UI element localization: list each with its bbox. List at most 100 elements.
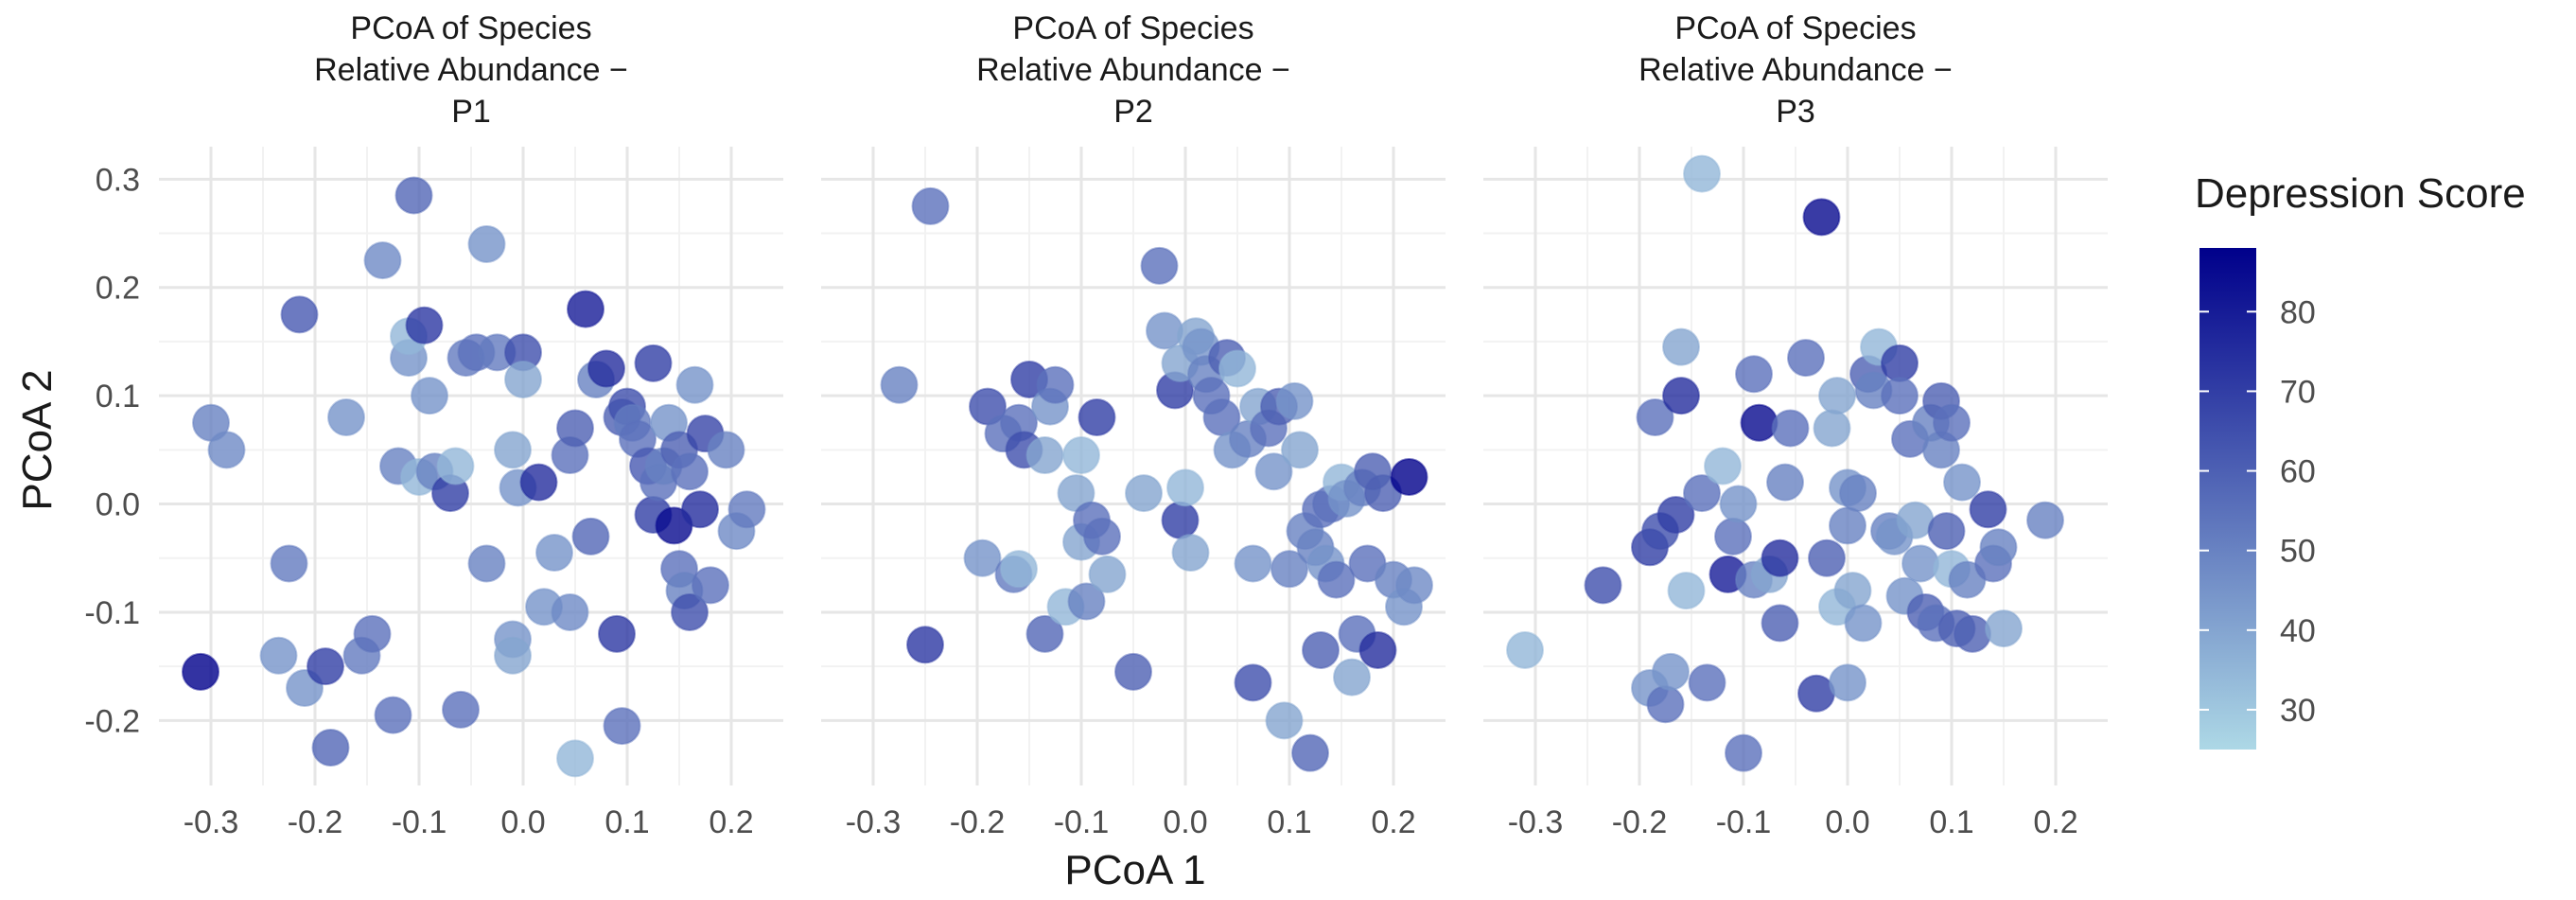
scatter-point <box>906 626 944 664</box>
scatter-point <box>1114 652 1152 691</box>
x-tick-label: 0.0 <box>1825 804 1869 840</box>
x-tick-label: 0.2 <box>709 804 753 840</box>
scatter-point <box>911 186 950 225</box>
scatter-point <box>1234 663 1272 702</box>
scatter-point <box>467 224 506 263</box>
points <box>880 186 1433 772</box>
panel-p2: -0.3 -0.2 -0.1 0.0 0.1 0.2 <box>821 147 1446 840</box>
panel-title-line: Relative Abundance − <box>976 52 1290 88</box>
panels-group: -0.3 -0.2 -0.1 0.0 0.1 0.20.30.20.10.0-0.1-0.… <box>84 147 2108 840</box>
scatter-point <box>634 344 673 382</box>
legend-tick-label: 60 <box>2280 454 2316 490</box>
scatter-point <box>1652 652 1690 691</box>
panel-p3: -0.3 -0.2 -0.1 0.0 0.1 0.2 <box>1483 147 2108 840</box>
scatter-point <box>1171 534 1210 573</box>
scatter-point <box>1636 398 1674 437</box>
grid <box>1483 147 2108 785</box>
scatter-point <box>1302 630 1340 669</box>
panel-title-line: P3 <box>1776 94 1815 130</box>
x-tick-label: 0.2 <box>1371 804 1415 840</box>
scatter-point <box>1506 630 1544 669</box>
scatter-point <box>394 176 433 215</box>
scatter-point <box>436 447 475 485</box>
scatter-point <box>1667 572 1706 610</box>
scatter-point <box>519 463 558 502</box>
scatter-point <box>1839 474 1877 513</box>
scatter-point <box>567 290 605 328</box>
scatter-point <box>442 690 480 729</box>
y-tick-label: 0.2 <box>96 271 140 307</box>
scatter-point <box>1927 512 1966 551</box>
scatter-point <box>1062 436 1100 475</box>
x-tick-label: 0.0 <box>500 804 545 840</box>
scatter-point <box>411 377 448 415</box>
scatter-point <box>692 566 729 605</box>
scatter-point <box>1265 701 1304 740</box>
scatter-point <box>681 490 719 529</box>
panel-title-line: P2 <box>1113 94 1153 130</box>
scatter-point <box>1766 463 1804 502</box>
scatter-point <box>1901 544 1939 583</box>
scatter-point <box>1688 663 1726 702</box>
scatter-point <box>1083 517 1121 556</box>
scatter-point <box>1146 311 1183 350</box>
scatter-point <box>1881 377 1919 415</box>
scatter-point <box>675 365 714 404</box>
scatter-point <box>1979 528 2018 567</box>
scatter-point <box>707 431 745 469</box>
x-tick-label: 0.1 <box>605 804 649 840</box>
x-tick-label: 0.1 <box>1929 804 1973 840</box>
points <box>182 176 766 778</box>
scatter-point <box>1067 582 1106 621</box>
scatter-point <box>1818 377 1856 415</box>
scatter-point <box>1761 604 1799 643</box>
scatter-point <box>1829 506 1866 545</box>
scatter-point <box>1761 538 1799 577</box>
scatter-point <box>1254 452 1293 491</box>
scatter-point <box>307 647 344 686</box>
scatter-point <box>1333 658 1371 697</box>
scatter-point <box>259 636 298 675</box>
scatter-point <box>467 544 506 583</box>
scatter-point <box>1078 398 1116 437</box>
legend-tick-label: 40 <box>2280 613 2316 649</box>
scatter-point <box>1646 685 1685 724</box>
scatter-point <box>1833 572 1872 610</box>
scatter-point <box>880 365 919 404</box>
scatter-point <box>1234 544 1272 583</box>
scatter-point <box>1719 485 1758 523</box>
scatter-point <box>504 360 542 398</box>
scatter-point <box>1000 550 1038 589</box>
panel-title-line: PCoA of Species <box>1012 10 1254 46</box>
x-tick-label: -0.2 <box>1612 804 1668 840</box>
scatter-point <box>207 431 246 469</box>
scatter-point <box>556 739 594 778</box>
scatter-point <box>1933 403 1971 442</box>
scatter-point <box>1025 436 1064 475</box>
scatter-point <box>727 490 766 529</box>
scatter-point <box>1161 501 1200 539</box>
scatter-point <box>1166 468 1204 507</box>
scatter-point <box>1662 327 1700 366</box>
scatter-point <box>1218 349 1256 388</box>
x-tick-label: -0.1 <box>392 804 447 840</box>
legend-colorbar <box>2199 248 2256 750</box>
x-tick-label: -0.3 <box>1508 804 1564 840</box>
scatter-point <box>494 431 532 469</box>
scatter-point <box>963 538 1002 577</box>
scatter-point <box>1291 733 1329 772</box>
scatter-point <box>1358 630 1397 669</box>
scatter-point <box>571 517 610 556</box>
scatter-point <box>1787 339 1825 378</box>
y-tick-label: 0.0 <box>96 487 140 523</box>
scatter-point <box>2026 501 2064 539</box>
scatter-point <box>1735 355 1773 394</box>
scatter-point <box>1317 560 1356 599</box>
scatter-point <box>182 652 219 691</box>
y-tick-label: -0.2 <box>84 703 140 739</box>
scatter-point <box>1036 365 1075 404</box>
scatter-point <box>363 241 402 280</box>
y-axis-title: PCoA 2 <box>14 369 61 511</box>
scatter-point <box>1395 566 1433 605</box>
